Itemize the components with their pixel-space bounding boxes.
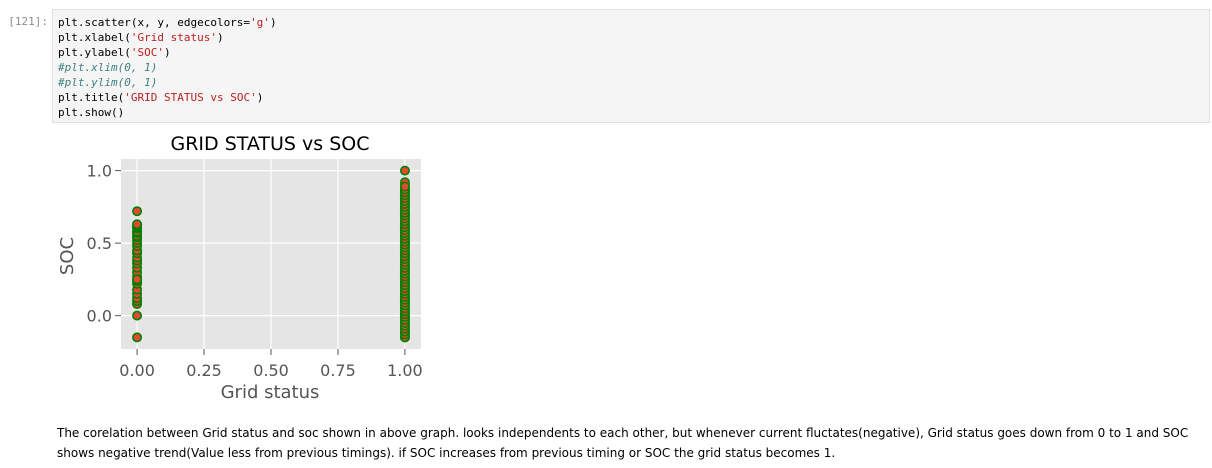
y-axis-label: SOC — [57, 237, 78, 275]
code-cell[interactable]: plt.scatter(x, y, edgecolors='g') plt.xl… — [52, 9, 1210, 123]
scatter-point — [132, 274, 143, 285]
scatter-points — [132, 165, 410, 343]
x-tick-label: 0.75 — [320, 361, 356, 380]
chart-title: GRID STATUS vs SOC — [171, 133, 370, 155]
scatter-point — [132, 206, 143, 217]
code-line-1: plt.scatter(x, y, edgecolors='g') — [58, 16, 277, 29]
code-line-2: plt.xlabel('Grid status') — [58, 31, 224, 44]
scatter-chart: GRID STATUS vs SOC 0.00 0.25 0.50 0.75 1.000… — [57, 133, 423, 403]
x-tick-label: 0.00 — [119, 361, 155, 380]
code-line-5: #plt.ylim(0, 1) — [58, 76, 158, 89]
markdown-explanation: The corelation between Grid status and s… — [57, 426, 1189, 460]
y-tick-label: 1.0 — [87, 162, 112, 181]
output-area: GRID STATUS vs SOC 0.00 0.25 0.50 0.75 1.00 0… — [52, 125, 452, 410]
code-line-6: plt.title('GRID STATUS vs SOC') — [58, 91, 264, 104]
axis-ticks: 0.00 0.25 0.50 0.75 1.00 0.0 0.5 1.0 — [87, 162, 423, 380]
code-line-3: plt.ylabel('SOC') — [58, 46, 171, 59]
scatter-point — [399, 181, 410, 192]
x-tick-label: 0.25 — [186, 361, 222, 380]
x-tick-label: 0.50 — [253, 361, 289, 380]
x-axis-label: Grid status — [221, 382, 320, 403]
grid-lines — [121, 159, 421, 349]
scatter-point — [132, 219, 143, 230]
code-line-7: plt.show() — [58, 106, 125, 119]
scatter-point — [132, 310, 143, 321]
code-block[interactable]: plt.scatter(x, y, edgecolors='g') plt.xl… — [53, 10, 1209, 120]
y-tick-label: 0.0 — [87, 307, 112, 326]
code-line-4: #plt.xlim(0, 1) — [58, 61, 158, 74]
scatter-point — [399, 165, 410, 176]
cell-prompt: [121]: — [8, 15, 48, 28]
scatter-point — [132, 332, 143, 343]
x-tick-label: 1.00 — [387, 361, 423, 380]
y-tick-label: 0.5 — [87, 234, 112, 253]
